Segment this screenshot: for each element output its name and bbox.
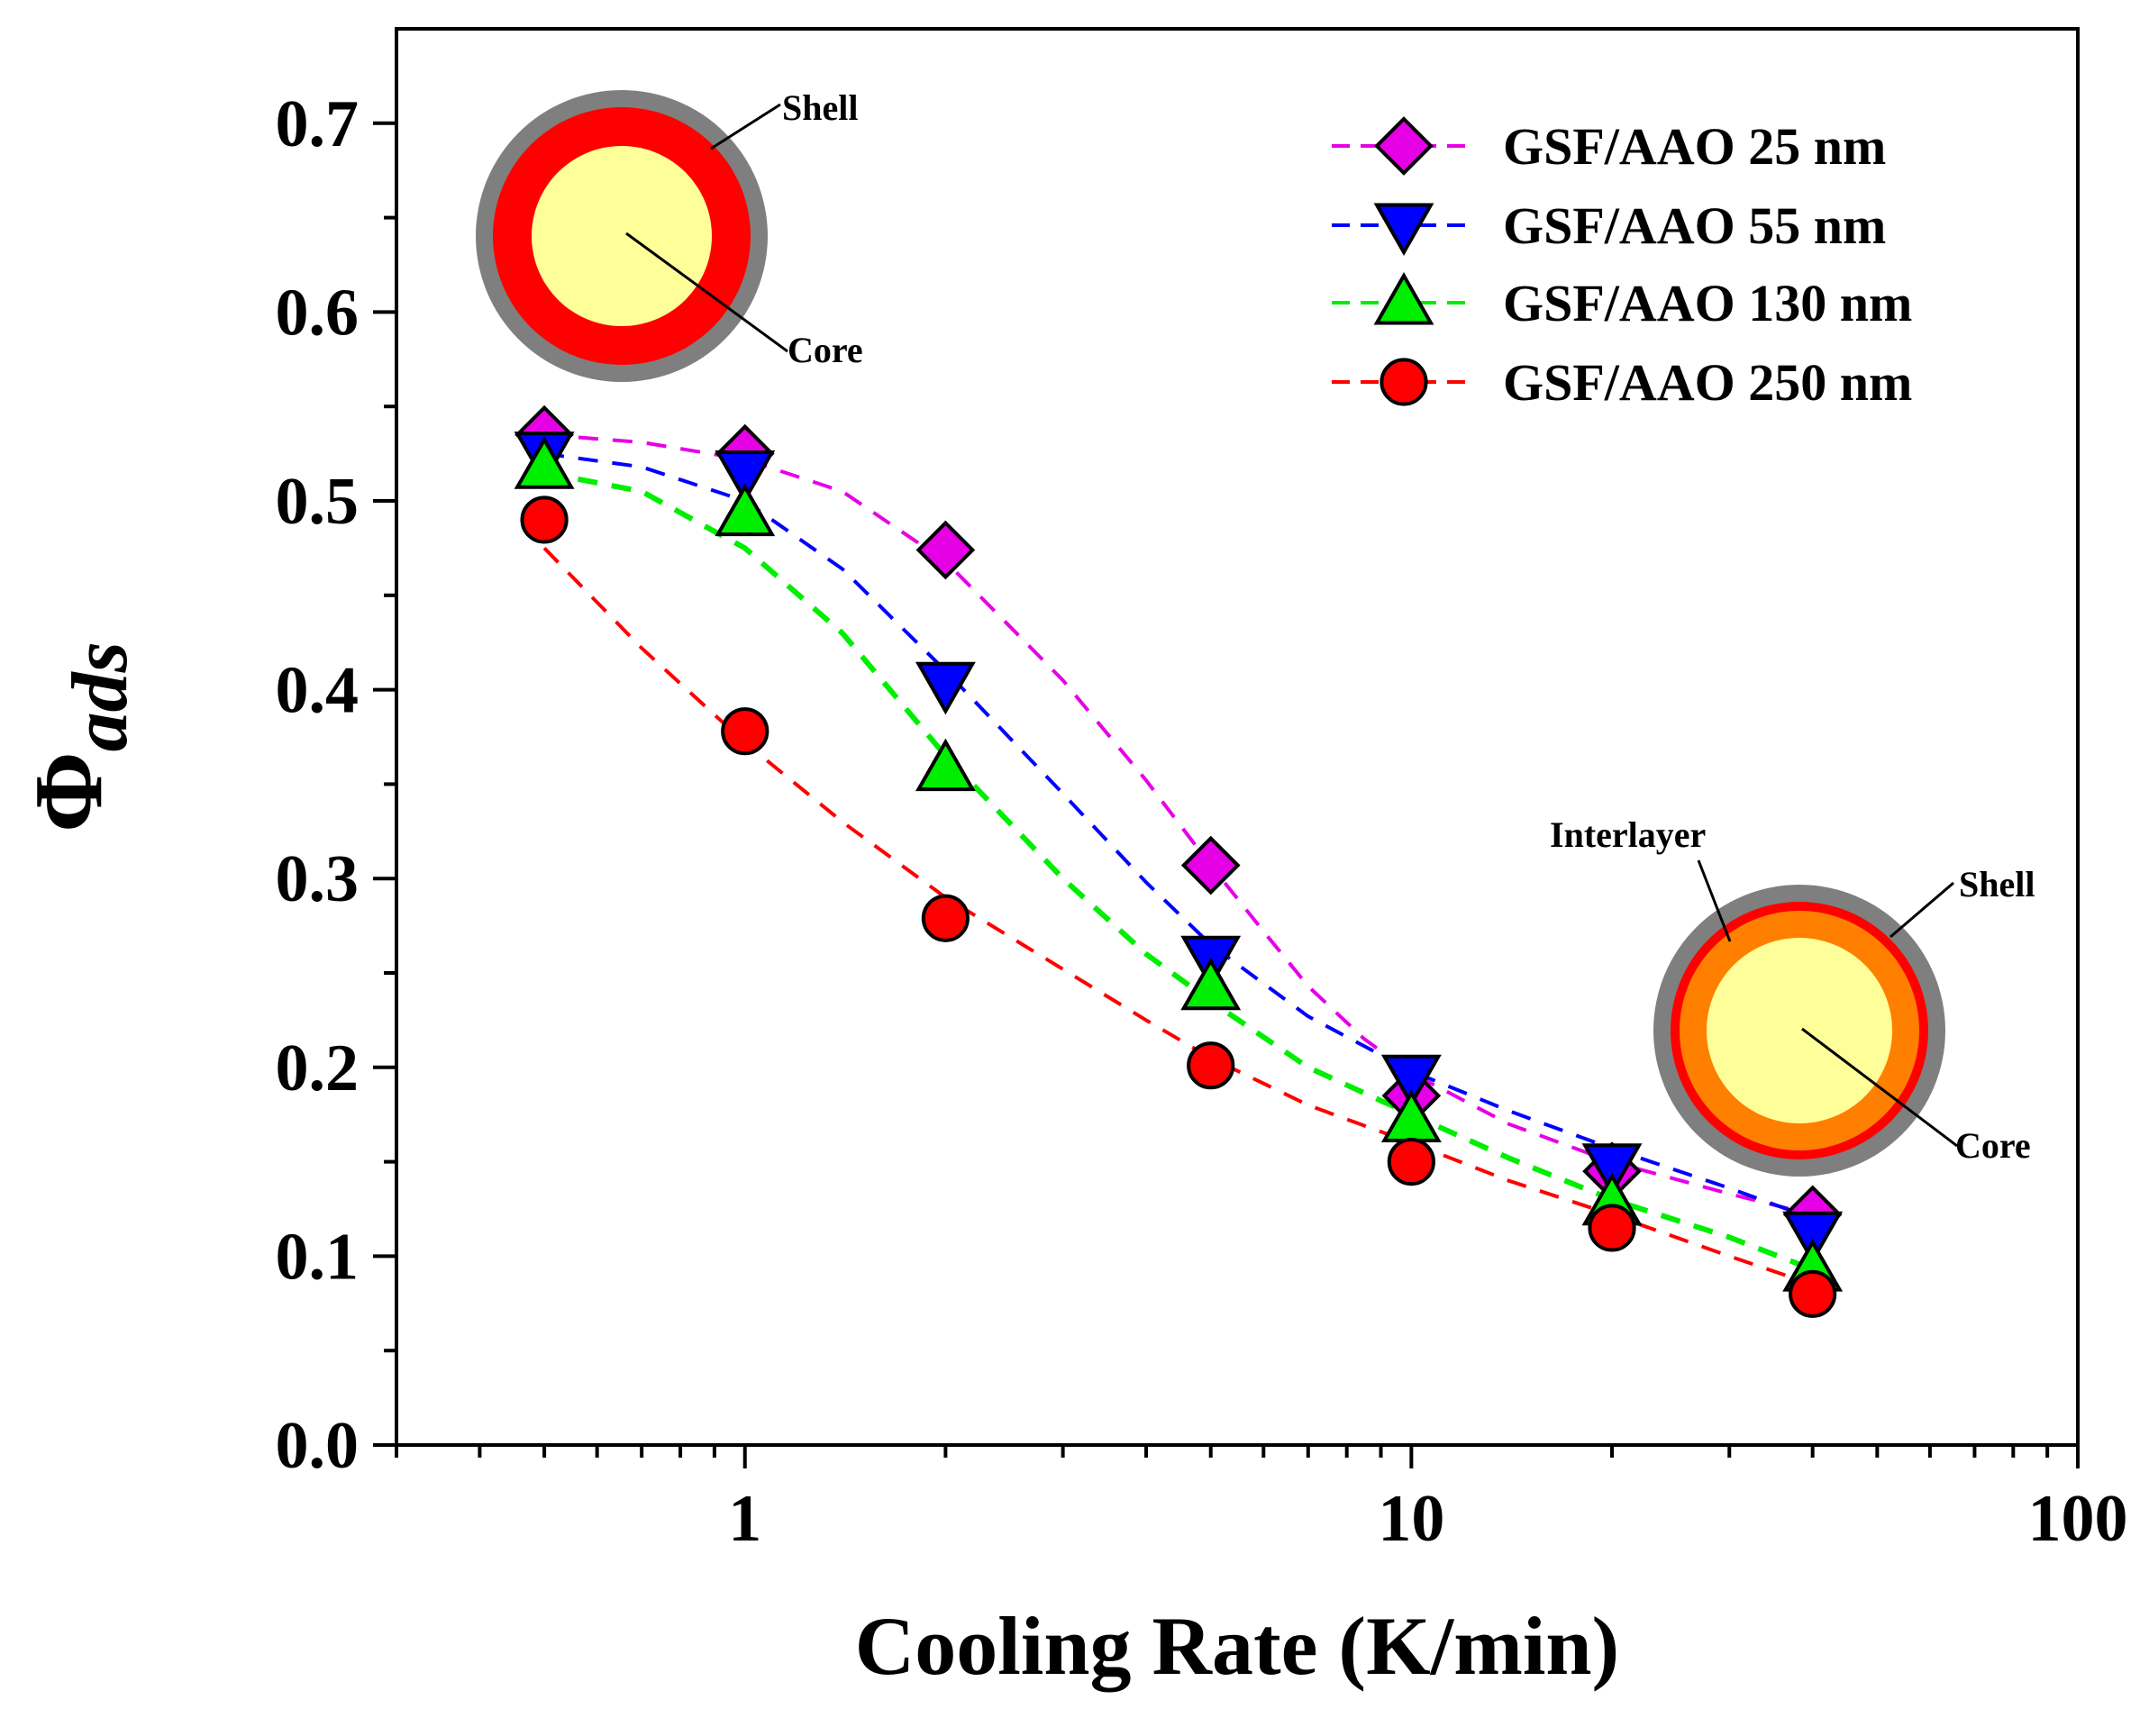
y-tick-label: 0.1 bbox=[276, 1220, 360, 1294]
legend-marker bbox=[1373, 203, 1434, 257]
bottom-shell-pointer bbox=[1889, 881, 1954, 939]
top-shell-label: Shell bbox=[782, 87, 858, 128]
fit-lines bbox=[542, 432, 1814, 1286]
bottom-core-label: Core bbox=[1955, 1125, 2031, 1166]
y-tick-label: 0.0 bbox=[276, 1409, 360, 1483]
y-tick-label: 0.3 bbox=[276, 842, 360, 916]
fit-line-series-4 bbox=[542, 547, 1814, 1286]
data-point-series-2 bbox=[915, 661, 976, 715]
bottom-shell-label: Shell bbox=[1959, 864, 2035, 904]
data-point-series-2 bbox=[1380, 1054, 1442, 1108]
fit-line-series-2 bbox=[543, 451, 1814, 1221]
bottom-core bbox=[1707, 938, 1892, 1123]
core-shell-illustration-top: Shell Core bbox=[476, 87, 863, 382]
y-tick-label: 0.4 bbox=[276, 654, 360, 728]
legend-marker bbox=[1373, 271, 1434, 325]
data-point-series-2 bbox=[1581, 1143, 1643, 1196]
x-tick-label: 100 bbox=[2028, 1482, 2128, 1556]
y-axis-subscript: ads bbox=[57, 641, 144, 751]
svg-text:Φads: Φads bbox=[15, 641, 144, 832]
legend-label: GSF/AAO 250 nm bbox=[1503, 353, 1912, 412]
y-axis-symbol: Φ bbox=[15, 751, 123, 832]
bottom-core-pointer bbox=[1801, 1027, 1958, 1148]
data-point-series-4 bbox=[520, 495, 569, 544]
x-axis-title: Cooling Rate (K/min) bbox=[855, 1600, 1619, 1692]
data-point-series-2 bbox=[1782, 1211, 1844, 1265]
axis-ticks bbox=[373, 121, 2080, 1468]
plot-frame bbox=[395, 27, 2080, 1447]
axis-tick-labels: 0.0 0.1 0.2 0.3 0.4 0.5 0.6 0.7 1 10 100 bbox=[276, 87, 2128, 1556]
data-point-series-3 bbox=[1180, 957, 1242, 1011]
data-point-series-1 bbox=[915, 520, 976, 580]
core-shell-illustration-bottom: Interlayer Shell Core bbox=[1550, 814, 2035, 1177]
legend-label: GSF/AAO 25 nm bbox=[1503, 117, 1886, 176]
data-point-series-4 bbox=[1789, 1269, 1837, 1318]
y-tick-label: 0.5 bbox=[276, 465, 360, 539]
data-point-series-3 bbox=[514, 436, 575, 489]
bottom-interlayer-pointer bbox=[1697, 859, 1732, 942]
data-point-series-2 bbox=[715, 450, 776, 504]
y-tick-label: 0.2 bbox=[276, 1032, 360, 1105]
data-point-series-4 bbox=[1387, 1138, 1435, 1186]
data-point-series-4 bbox=[921, 894, 970, 942]
data-point-series-3 bbox=[915, 738, 976, 792]
legend-label: GSF/AAO 130 nm bbox=[1503, 274, 1912, 332]
x-tick-label: 10 bbox=[1378, 1482, 1444, 1556]
data-markers bbox=[514, 404, 1844, 1318]
fit-line-series-1 bbox=[543, 432, 1814, 1217]
y-tick-label: 0.6 bbox=[276, 276, 360, 350]
top-core-label: Core bbox=[788, 330, 863, 370]
top-core bbox=[532, 146, 712, 326]
legend-marker bbox=[1374, 116, 1434, 176]
legend: GSF/AAO 25 nm GSF/AAO 55 nm GSF/AAO 130 nm… bbox=[1332, 116, 1912, 412]
data-point-series-3 bbox=[715, 483, 776, 537]
data-point-series-1 bbox=[1180, 835, 1241, 895]
legend-label: GSF/AAO 55 nm bbox=[1503, 196, 1886, 255]
legend-marker bbox=[1380, 358, 1428, 406]
y-tick-label: 0.7 bbox=[276, 87, 360, 161]
bottom-interlayer-label: Interlayer bbox=[1550, 814, 1706, 855]
data-point-series-4 bbox=[1187, 1041, 1235, 1090]
top-core-pointer bbox=[625, 232, 788, 353]
data-point-series-4 bbox=[721, 707, 769, 756]
fit-line-series-3 bbox=[543, 469, 1814, 1272]
top-shell-pointer bbox=[710, 103, 781, 150]
x-tick-label: 1 bbox=[728, 1482, 761, 1556]
data-point-series-4 bbox=[1588, 1204, 1636, 1252]
y-axis-title: Φads bbox=[15, 641, 144, 832]
